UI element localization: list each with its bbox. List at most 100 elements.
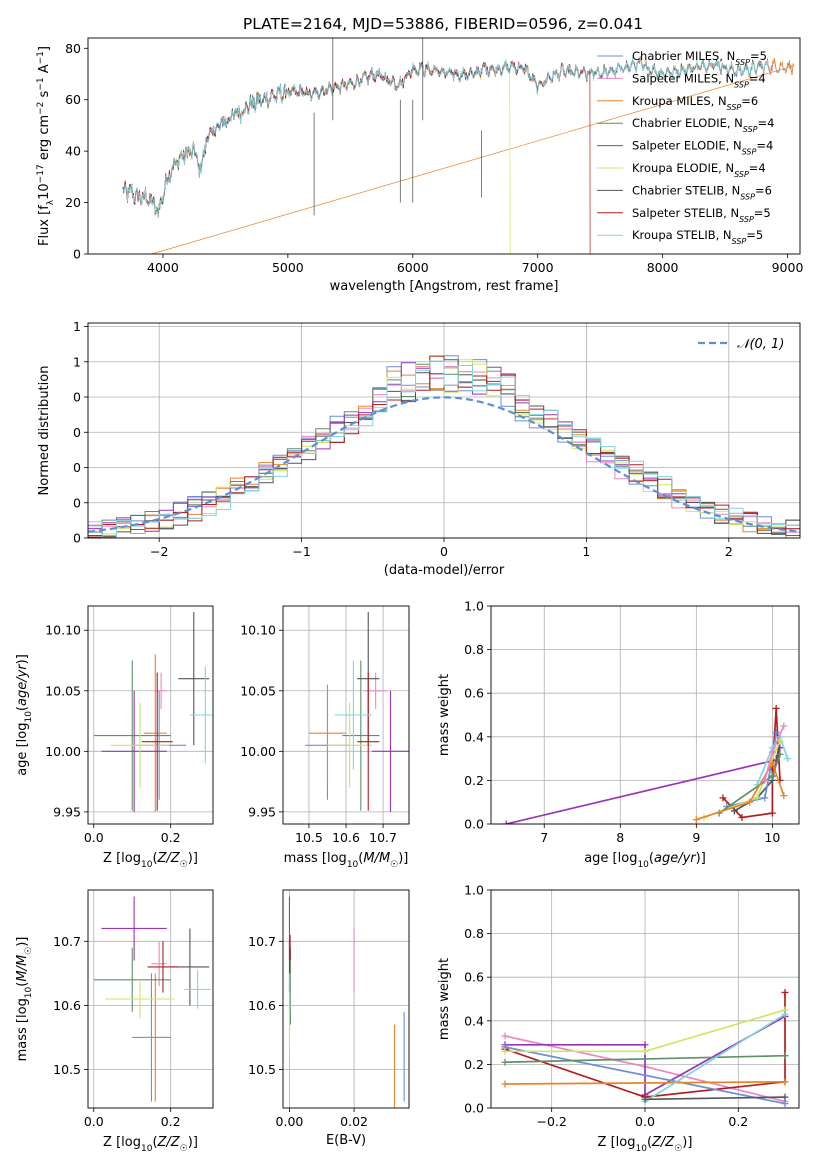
weight-line-se xyxy=(505,1015,786,1097)
x-tick-label: −1 xyxy=(292,544,310,559)
weight-line-cs xyxy=(733,741,781,812)
weight-marker-ce xyxy=(501,1058,509,1066)
spectrum-series-km xyxy=(122,56,795,254)
legend-label-cm: Chabrier MILES, NSSP=5 xyxy=(632,49,767,67)
y-axis-label: age [log10(age/yr)] xyxy=(15,654,34,776)
x-tick-label: 0.00 xyxy=(276,1114,304,1129)
weight-marker-cs xyxy=(641,1095,649,1103)
y-tick-label: 0.4 xyxy=(464,1013,484,1028)
x-tick-label: 0.02 xyxy=(340,1114,368,1129)
weight-marker-sm xyxy=(768,748,776,756)
legend-label-ke: Kroupa ELODIE, NSSP=4 xyxy=(632,161,766,179)
weight-vs-age-lines xyxy=(502,704,792,824)
y-tick-label: 0.6 xyxy=(464,686,484,701)
x-tick-label: 0.0 xyxy=(635,1114,655,1129)
weight-marker-ss xyxy=(738,813,746,821)
weight-line-km xyxy=(504,1080,786,1085)
x-tick-label: 0.2 xyxy=(161,1114,181,1129)
y-tick-label: 0 xyxy=(73,390,81,405)
x-tick-label: 8 xyxy=(616,830,624,845)
spectrum-series-ks xyxy=(122,56,769,217)
legend-label-se: Salpeter ELODIE, NSSP=4 xyxy=(632,139,773,157)
x-tick-label: 7000 xyxy=(522,260,554,275)
weight-line-ss xyxy=(722,708,781,819)
weight-marker-ke xyxy=(501,1047,509,1055)
age-vs-mass-points xyxy=(305,612,409,812)
x-tick-label: −0.2 xyxy=(536,1114,566,1129)
weight-line-se xyxy=(506,747,781,824)
axes-frame xyxy=(490,605,800,825)
axes-frame xyxy=(490,889,800,1109)
weight-vs-Z-lines xyxy=(501,988,789,1108)
x-axis-label: Z [log10(Z/Z☉)] xyxy=(103,851,198,870)
mass-vs-ebv-panel: 0.00 0.02 10.5 10.6 10.7 xyxy=(248,889,410,1129)
y-tick-label: 0 xyxy=(73,460,81,475)
legend-label-cs: Chabrier STELIB, NSSP=6 xyxy=(632,183,772,201)
weight-marker-cm xyxy=(772,728,780,736)
y-axis-label: Flux [fλ10−17 erg cm−2 s−1 A−1] xyxy=(36,46,56,246)
normal-curve xyxy=(88,396,798,533)
y-tick-label: 0.4 xyxy=(464,729,484,744)
figure-title: PLATE=2164, MJD=53886, FIBERID=0596, z=0… xyxy=(243,15,643,33)
spectrum-series-se xyxy=(122,60,510,216)
y-tick-label: 20 xyxy=(65,195,81,210)
weight-line-ce xyxy=(504,1054,786,1064)
weight-marker-cm xyxy=(781,1100,789,1108)
y-tick-label: 9.95 xyxy=(53,804,81,819)
y-tick-label: 1.0 xyxy=(464,599,484,614)
y-tick-label: 80 xyxy=(65,41,81,56)
x-tick-label: 0 xyxy=(440,544,448,559)
weight-marker-sm xyxy=(501,1032,509,1040)
x-tick-label: 0.0 xyxy=(84,830,104,845)
y-tick-label: 10.5 xyxy=(248,1062,276,1077)
y-tick-label: 10.10 xyxy=(240,623,276,638)
legend-label-ks: Kroupa STELIB, NSSP=5 xyxy=(632,228,763,246)
weight-marker-cm xyxy=(761,794,769,802)
x-tick-label: 8000 xyxy=(647,260,679,275)
x-tick-label: 10.5 xyxy=(295,830,323,845)
y-tick-label: 10.05 xyxy=(240,683,276,698)
y-tick-label: 1 xyxy=(73,319,81,334)
y-tick-label: 10.00 xyxy=(240,744,276,759)
x-tick-label: 10 xyxy=(764,830,780,845)
weight-line-km xyxy=(696,760,785,821)
weight-marker-cs xyxy=(781,1093,789,1101)
y-tick-label: 9.95 xyxy=(248,804,276,819)
y-tick-label: 10.7 xyxy=(248,934,276,949)
x-tick-label: 0.2 xyxy=(728,1114,748,1129)
mass-vs-Z-panel: 0.0 0.2 10.5 10.6 10.7 Z [log10(Z/Z☉)] mass [l… xyxy=(15,889,214,1154)
y-tick-label: 10.6 xyxy=(248,998,276,1013)
y-axis-label: mass weight xyxy=(437,674,452,756)
y-axis-label: mass weight xyxy=(437,958,452,1040)
weight-line-cs xyxy=(644,1096,786,1101)
y-tick-label: 10.10 xyxy=(45,623,81,638)
y-tick-label: 10.05 xyxy=(45,683,81,698)
y-tick-label: 0 xyxy=(73,531,81,546)
x-tick-label: 0.2 xyxy=(161,830,181,845)
age-vs-mass-panel: 10.5 10.6 10.7 9.95 10.00 10.05 10.10 mass [log… xyxy=(240,605,410,870)
x-tick-label: 7 xyxy=(540,830,548,845)
weight-line-cm xyxy=(504,1046,786,1105)
x-axis-label: Z [log10(Z/Z☉)] xyxy=(598,1135,693,1154)
weight-line-ks xyxy=(644,1013,786,1103)
y-tick-label: 10.00 xyxy=(45,744,81,759)
x-tick-label: 10.6 xyxy=(332,830,360,845)
weight-marker-ss xyxy=(719,794,727,802)
y-tick-label: 0 xyxy=(73,495,81,510)
mass-vs-ebv-points xyxy=(288,896,405,1108)
legend-label-km: Kroupa MILES, NSSP=6 xyxy=(632,94,758,112)
residuals-panel: −2 −1 0 1 2 0 0 0 0 0 1 1 (data-model)/error Normed d… xyxy=(37,319,801,578)
axes-frame xyxy=(87,605,214,825)
weight-marker-ce xyxy=(781,1052,789,1060)
x-tick-label: 10.7 xyxy=(369,830,397,845)
x-axis-label: age [log10(age/yr)] xyxy=(584,851,706,870)
weight-marker-ce xyxy=(776,750,784,758)
y-tick-label: 0.8 xyxy=(464,642,484,657)
y-axis-label: Normed distribution xyxy=(37,366,52,496)
spectrum-series-ce xyxy=(122,61,511,217)
weight-marker-sm xyxy=(761,776,769,784)
weight-marker-km xyxy=(692,816,700,824)
mass-vs-Z-points xyxy=(93,896,212,1102)
axes-frame xyxy=(87,37,801,255)
x-axis-label: mass [log10(M/M☉)] xyxy=(284,851,409,870)
